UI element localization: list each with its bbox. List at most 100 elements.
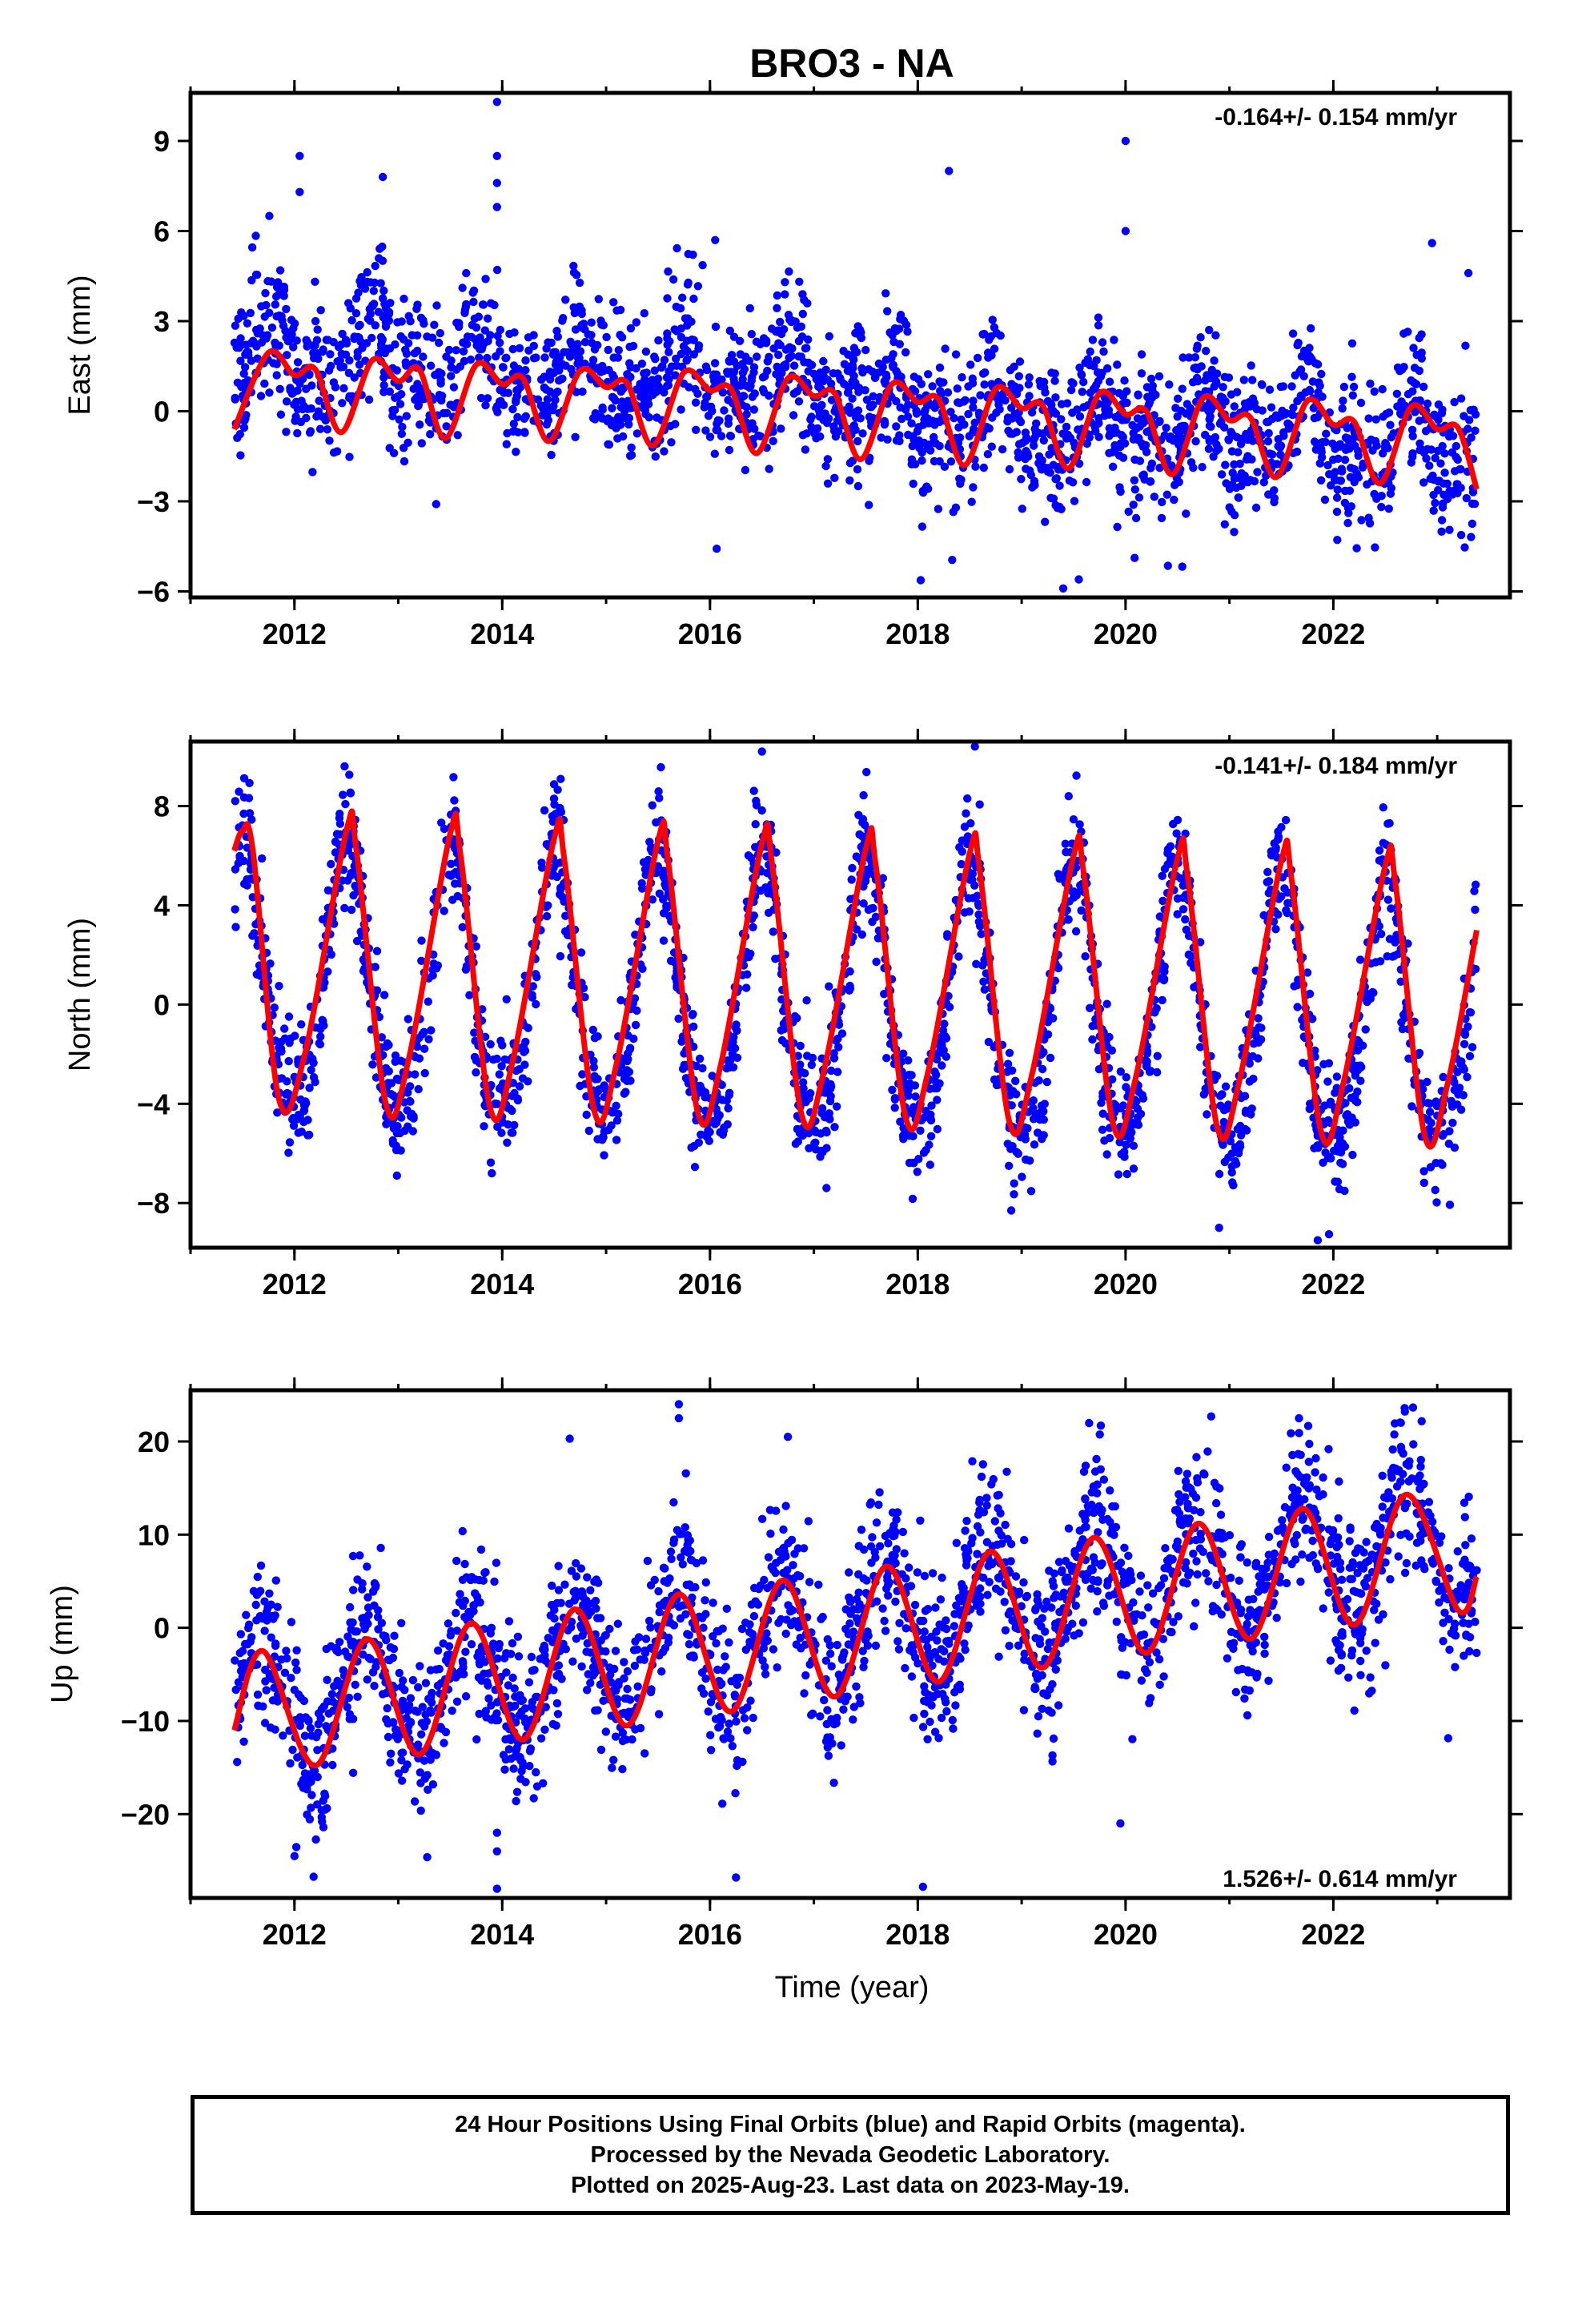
data-point [1471,964,1480,974]
data-point [892,422,901,431]
data-point [1181,915,1190,924]
data-point [718,388,728,397]
data-point [1132,423,1141,432]
data-point [292,1666,301,1675]
data-point [1086,1003,1094,1013]
data-point [537,863,547,872]
data-point [239,793,249,802]
data-point [908,1194,917,1204]
data-point [502,995,511,1004]
data-point [1318,438,1327,447]
data-point [1460,1498,1469,1507]
data-point [907,455,917,464]
data-point [472,1056,480,1065]
data-point [1327,1154,1335,1163]
data-point [1263,867,1272,877]
data-point [640,865,650,875]
data-point [250,929,259,938]
data-point [1437,408,1447,418]
data-point [335,814,344,822]
data-point [1160,864,1170,874]
data-point [873,368,882,377]
data-point [881,378,889,387]
data-point [935,456,944,466]
data-point [725,1088,734,1098]
data-point [1225,503,1234,512]
data-point [1088,1022,1097,1031]
data-point [312,336,322,344]
data-point [237,383,246,392]
data-point [1038,1064,1047,1074]
data-point [1003,1059,1013,1068]
data-point [1015,357,1025,366]
data-point [663,381,672,390]
data-point [701,426,710,435]
data-point [600,1128,608,1136]
data-point [1137,369,1146,378]
data-point [355,320,364,329]
data-point [796,1041,805,1051]
data-point [470,314,480,323]
data-point [1230,402,1239,411]
data-point [1182,409,1191,418]
data-point [476,344,484,354]
data-point [593,1032,602,1041]
data-point [1046,493,1055,502]
x-tick-label: 2018 [885,617,950,650]
data-point [416,1662,424,1671]
data-point [697,1130,705,1140]
data-point [810,1139,819,1148]
data-point [777,1026,785,1035]
data-point [795,1128,805,1138]
data-point [1005,1161,1014,1171]
data-point [394,1769,404,1778]
data-point [561,296,570,304]
data-point [480,339,488,348]
data-point [503,1138,512,1148]
data-point [582,1110,591,1120]
data-point [379,388,388,396]
data-point [569,303,578,312]
data-point [667,438,676,447]
data-point [983,348,993,357]
data-point [612,1101,620,1111]
data-point [413,331,422,340]
data-point [1066,433,1075,443]
data-point [1003,1068,1012,1076]
data-point [938,1026,948,1035]
data-point [1319,1059,1328,1069]
data-point [825,1096,835,1106]
data-point [1129,1141,1138,1150]
data-point [1067,378,1076,387]
data-point [1377,502,1386,512]
data-point [773,362,781,372]
data-point [671,420,680,428]
data-point [1268,450,1277,459]
data-point [1178,562,1186,571]
data-point [1456,394,1466,403]
data-point [556,890,564,899]
data-point [1253,1033,1262,1042]
data-point [857,364,866,373]
data-point [926,1084,934,1093]
data-point [636,960,645,969]
data-point [1047,368,1056,377]
data-point [275,384,284,393]
data-point [387,1090,396,1099]
data-point [256,392,266,400]
data-point [1263,417,1271,427]
data-point [745,384,754,392]
data-point [781,1039,790,1048]
data-point [1370,489,1379,499]
data-point [716,1128,725,1137]
data-point [843,366,853,376]
data-point [380,300,389,308]
data-point [1024,380,1034,389]
data-point [723,369,733,378]
data-point [1288,329,1298,338]
data-point [578,1070,587,1079]
data-point [1046,1004,1055,1013]
data-point [961,1526,970,1535]
data-point [453,431,462,440]
data-point [509,361,519,370]
